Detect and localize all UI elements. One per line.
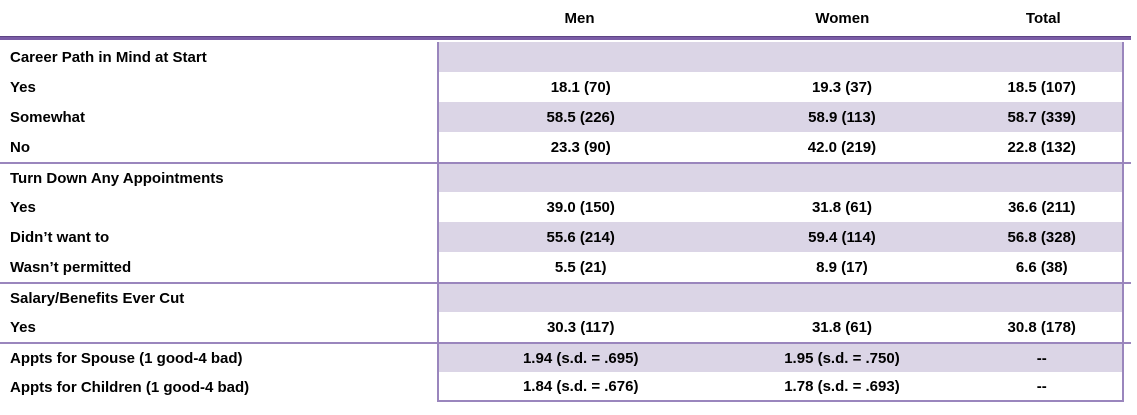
cell-total: 30.8 (178) xyxy=(1007,318,1076,336)
table-row-appts-spouse: Appts for Spouse (1 good-4 bad) 1.94 (s.… xyxy=(0,342,1131,372)
row-data xyxy=(437,284,1124,312)
column-header-men: Men xyxy=(564,9,595,27)
cell-total: 58.7 (339) xyxy=(1007,108,1076,126)
cell-women: 1.78 (s.d. = .693) xyxy=(784,377,900,395)
row-label: Turn Down Any Appointments xyxy=(0,164,437,192)
cell-men: 5.5 (21) xyxy=(554,258,607,276)
table-row-career-no: No 23.3 (90) 42.0 (219) 22.8 (132) xyxy=(0,132,1131,162)
row-data: 1.84 (s.d. = .676) 1.78 (s.d. = .693) -- xyxy=(437,372,1124,402)
cell-men: 58.5 (226) xyxy=(546,108,615,126)
row-label: Yes xyxy=(0,312,437,342)
row-label: Appts for Children (1 good-4 bad) xyxy=(0,372,437,402)
row-label: Salary/Benefits Ever Cut xyxy=(0,284,437,312)
row-label: Appts for Spouse (1 good-4 bad) xyxy=(0,344,437,372)
section-header-row-career-path: Career Path in Mind at Start xyxy=(0,42,1131,72)
cell-total: 6.6 (38) xyxy=(1015,258,1068,276)
row-label: Didn’t want to xyxy=(0,222,437,252)
row-data xyxy=(437,164,1124,192)
cell-total: -- xyxy=(1036,377,1047,395)
table-row-career-yes: Yes 18.1 (70) 19.3 (37) 18.5 (107) xyxy=(0,72,1131,102)
cell-men: 39.0 (150) xyxy=(546,198,615,216)
row-data: 5.5 (21) 8.9 (17) 6.6 (38) xyxy=(437,252,1124,282)
cell-women: 42.0 (219) xyxy=(807,138,877,156)
cell-total: 36.6 (211) xyxy=(1007,198,1076,216)
table-header-row: Men Women Total xyxy=(0,0,1131,36)
row-data xyxy=(437,42,1124,72)
table-top-rule xyxy=(0,36,1131,40)
table-row-salary-yes: Yes 30.3 (117) 31.8 (61) 30.8 (178) xyxy=(0,312,1131,342)
table-row-didnt-want-to: Didn’t want to 55.6 (214) 59.4 (114) 56.… xyxy=(0,222,1131,252)
row-label: Somewhat xyxy=(0,102,437,132)
cell-women: 31.8 (61) xyxy=(811,318,872,336)
cell-women: 1.95 (s.d. = .750) xyxy=(784,349,900,367)
cell-men: 1.94 (s.d. = .695) xyxy=(522,349,639,367)
row-data: 23.3 (90) 42.0 (219) 22.8 (132) xyxy=(437,132,1124,162)
row-label: Wasn’t permitted xyxy=(0,252,437,282)
row-label: Yes xyxy=(0,72,437,102)
cell-men: 30.3 (117) xyxy=(546,318,615,336)
row-label: No xyxy=(0,132,437,162)
column-header-total: Total xyxy=(1025,9,1061,27)
row-data: 1.94 (s.d. = .695) 1.95 (s.d. = .750) -- xyxy=(437,344,1124,372)
cell-men: 55.6 (214) xyxy=(546,228,615,246)
cell-total: 56.8 (328) xyxy=(1007,228,1076,246)
table-row-turndown-yes: Yes 39.0 (150) 31.8 (61) 36.6 (211) xyxy=(0,192,1131,222)
cell-men: 1.84 (s.d. = .676) xyxy=(522,377,639,395)
table-row-appts-children: Appts for Children (1 good-4 bad) 1.84 (… xyxy=(0,372,1131,402)
header-columns: Men Women Total xyxy=(437,10,1124,27)
table-row-career-somewhat: Somewhat 58.5 (226) 58.9 (113) 58.7 (339… xyxy=(0,102,1131,132)
row-data: 30.3 (117) 31.8 (61) 30.8 (178) xyxy=(437,312,1124,342)
cell-women: 59.4 (114) xyxy=(808,228,876,246)
statistics-table: Men Women Total Career Path in Mind at S… xyxy=(0,0,1131,402)
row-data: 58.5 (226) 58.9 (113) 58.7 (339) xyxy=(437,102,1124,132)
row-label: Career Path in Mind at Start xyxy=(0,42,437,72)
row-data: 39.0 (150) 31.8 (61) 36.6 (211) xyxy=(437,192,1124,222)
cell-women: 19.3 (37) xyxy=(811,78,872,96)
row-data: 18.1 (70) 19.3 (37) 18.5 (107) xyxy=(437,72,1124,102)
cell-total: 22.8 (132) xyxy=(1007,138,1076,156)
row-data: 55.6 (214) 59.4 (114) 56.8 (328) xyxy=(437,222,1124,252)
cell-men: 23.3 (90) xyxy=(550,138,611,156)
row-label: Yes xyxy=(0,192,437,222)
section-header-row-salary-cut: Salary/Benefits Ever Cut xyxy=(0,282,1131,312)
cell-women: 8.9 (17) xyxy=(816,258,868,276)
cell-total: 18.5 (107) xyxy=(1007,78,1076,96)
cell-total: -- xyxy=(1036,349,1047,367)
column-header-women: Women xyxy=(815,9,870,27)
cell-women: 31.8 (61) xyxy=(811,198,872,216)
cell-men: 18.1 (70) xyxy=(550,78,611,96)
table-row-wasnt-permitted: Wasn’t permitted 5.5 (21) 8.9 (17) 6.6 (… xyxy=(0,252,1131,282)
section-header-row-turn-down: Turn Down Any Appointments xyxy=(0,162,1131,192)
cell-women: 58.9 (113) xyxy=(808,108,876,126)
table-body: Career Path in Mind at Start Yes 18.1 (7… xyxy=(0,42,1131,402)
